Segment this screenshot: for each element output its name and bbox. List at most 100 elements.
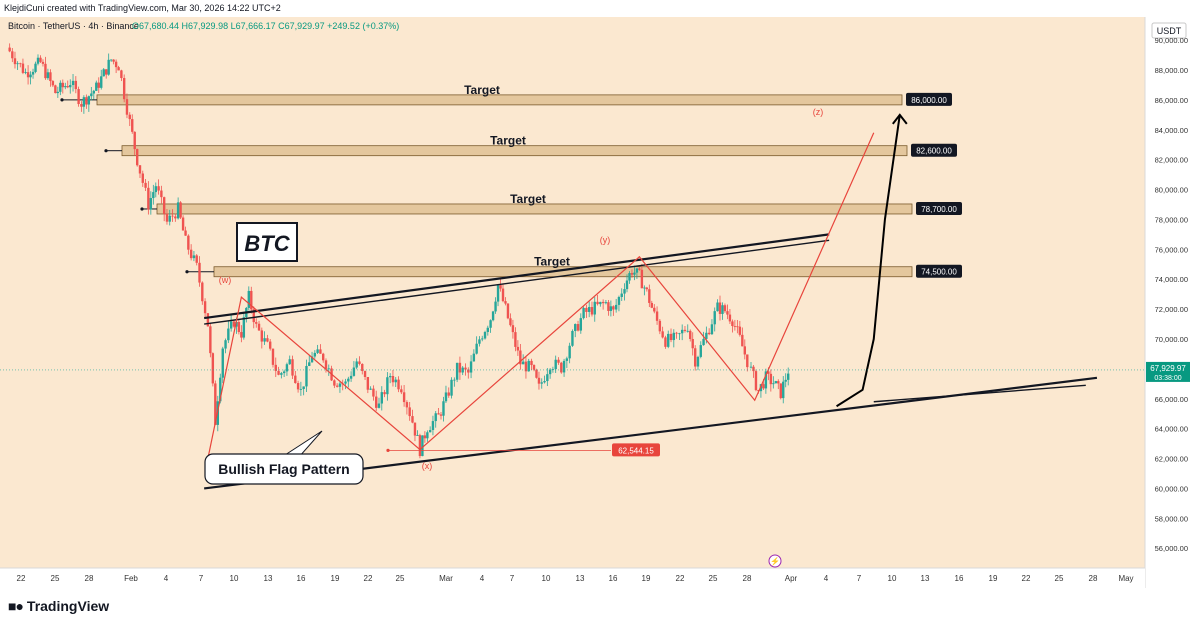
x-tick-label: 10 [230,574,239,583]
candle-body [232,321,236,327]
candle-body [41,61,45,64]
candle-body [219,377,222,402]
x-tick-label: 28 [1089,574,1098,583]
candle-body [686,330,689,332]
flag-lower-line-inner [873,384,1086,403]
candle-body [519,350,522,365]
candle-body [64,86,67,88]
low-marker-dot [386,448,390,453]
candle-body [585,307,588,312]
target-price-tag [911,143,957,157]
candle-body [596,301,599,305]
candle-body [726,311,729,315]
candle-body [29,74,32,78]
countdown-label: 03:38:00 [1154,375,1181,382]
y-tick-label: 90,000.00 [1155,36,1188,45]
candle-body [174,216,177,219]
candle-body [514,332,517,347]
candle-body [168,215,171,222]
candle-body [266,338,269,342]
target-price-label: 86,000.00 [911,96,947,105]
candle-body [499,285,502,289]
candle-body [782,381,785,399]
candle-body [721,305,724,314]
x-tick-label: 22 [17,574,26,583]
candle-body [762,384,765,389]
candle-body [411,416,414,423]
candle-body [112,59,115,62]
candle-body [24,72,27,73]
target-anchor-dot [104,149,108,153]
target-label: Target [464,83,500,97]
candle-body [689,330,692,340]
candle-body [187,235,190,250]
candle-body [645,287,649,290]
x-tick-label: 25 [51,574,60,583]
candle-body [125,99,129,115]
candle-body [418,435,422,457]
candle-body [562,360,566,373]
candle-body [599,301,602,305]
candle-body [56,91,60,94]
candle-body [11,51,14,59]
candle-body [308,362,311,366]
y-tick-label: 70,000.00 [1155,335,1188,344]
candle-body [74,80,78,90]
candle-body [543,381,546,383]
currency-button[interactable] [1151,22,1187,39]
candle-body [271,348,275,365]
candle-body [579,318,583,331]
candle-body [694,348,697,367]
target-price-label: 74,500.00 [921,268,957,277]
x-tick-label: 19 [331,574,340,583]
candle-body [767,371,770,374]
candle-body [405,402,409,408]
candle-body [643,287,646,289]
candle-body [310,356,314,363]
x-tick-label: 25 [396,574,405,583]
wave-label: (x) [422,461,433,471]
candle-body [413,422,417,436]
x-tick-label: 22 [364,574,373,583]
candle-body [604,302,608,304]
candle-body [431,421,435,431]
candle-body [516,346,520,351]
candle-body [524,361,528,372]
candle-body [506,303,510,319]
candle-body [120,70,123,79]
candle-body [728,314,732,322]
target-price-tag [916,201,962,215]
candle-body [509,318,512,326]
candle-body [787,373,790,380]
x-tick-label: Apr [785,574,798,583]
currency-label: USDT [1157,26,1182,36]
candle-body [571,330,574,346]
candle-body [34,63,37,72]
candle-body [203,301,207,314]
candle-body [453,379,456,381]
candle-body [483,331,487,339]
target-label: Target [490,134,526,148]
candle-body [554,359,557,370]
candle-body [268,341,272,349]
tradingview-logo[interactable]: ■● TradingView [8,598,109,614]
candle-body [195,255,198,263]
candle-body [361,363,364,372]
chart-canvas[interactable]: Bitcoin · TetherUS · 4h · Binance O67,68… [0,17,1200,588]
x-tick-label: 4 [480,574,485,583]
candle-body [565,358,569,361]
candle-body [640,269,644,289]
candle-body [439,414,443,416]
candle-body [109,59,113,61]
candle-body [305,365,308,387]
candle-body [391,376,395,383]
candle-body [667,333,670,347]
x-tick-label: May [1118,574,1133,583]
candle-body [363,371,367,377]
candle-body [95,82,98,91]
y-tick-label: 66,000.00 [1155,395,1188,404]
x-tick-label: 19 [989,574,998,583]
candle-body [746,354,749,368]
candle-body [39,57,42,62]
candle-body [380,392,383,404]
